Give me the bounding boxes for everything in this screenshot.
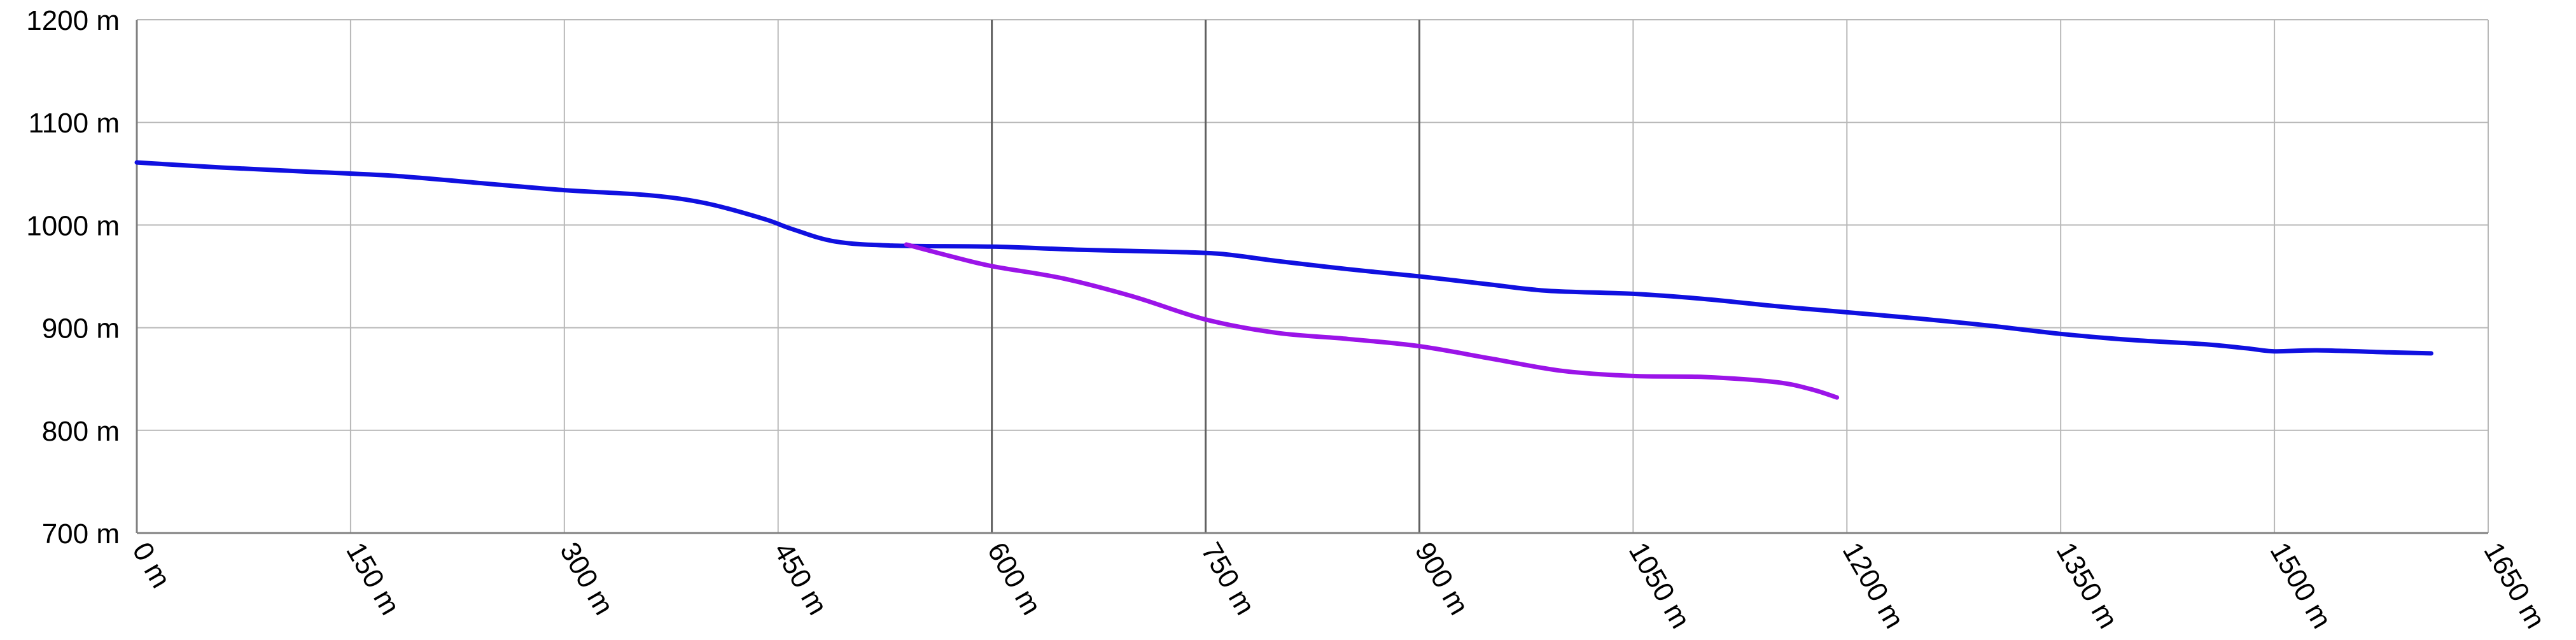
- x-tick-label: 450 m: [767, 537, 834, 620]
- x-tick-label: 1200 m: [1837, 537, 1910, 634]
- x-tick-label: 0 m: [126, 537, 176, 594]
- x-tick-label: 900 m: [1409, 537, 1475, 620]
- x-tick-label: 1650 m: [2477, 537, 2551, 634]
- x-tick-label: 1350 m: [2050, 537, 2124, 634]
- x-tick-label: 750 m: [1195, 537, 1261, 620]
- tick-label-layer: 700 m 800 m 900 m 1000 m 1100 m 1200 m 0 m 150 …: [26, 5, 2551, 634]
- grid-layer: [136, 19, 2489, 534]
- y-tick-label: 1000 m: [26, 210, 120, 241]
- x-tick-label: 300 m: [554, 537, 620, 620]
- y-tick-label: 1200 m: [26, 5, 120, 36]
- series-line-1: [134, 160, 2433, 356]
- x-tick-label: 150 m: [340, 537, 406, 620]
- y-tick-label: 800 m: [42, 416, 120, 447]
- x-tick-label: 600 m: [981, 537, 1047, 620]
- series-layer: [134, 160, 2433, 400]
- y-tick-label: 1100 m: [29, 108, 120, 139]
- x-tick-label: 1500 m: [2264, 537, 2337, 634]
- x-tick-label: 1050 m: [1623, 537, 1697, 634]
- y-tick-label: 900 m: [42, 313, 120, 345]
- y-tick-label: 700 m: [42, 518, 120, 550]
- axis-layer: [136, 20, 2488, 534]
- series-line-2: [904, 242, 1840, 400]
